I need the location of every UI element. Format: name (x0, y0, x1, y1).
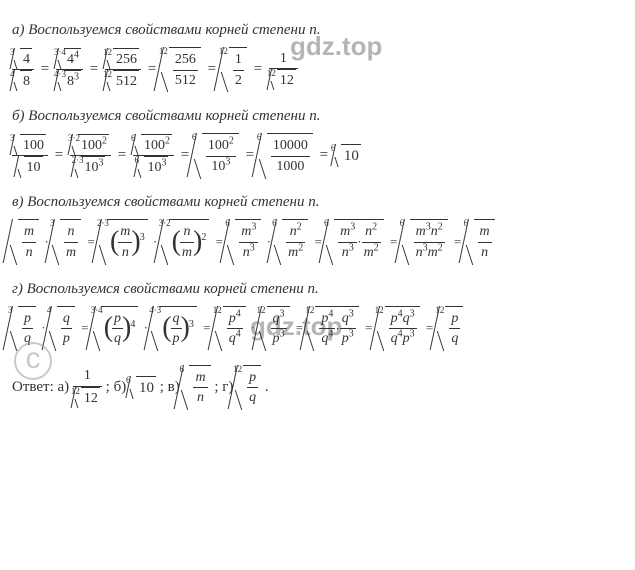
answer-line: Ответ: а) 1 1212 ; б) 610 ; в) 6mn ; г) … (12, 365, 623, 410)
section-a-label: а) Воспользуемся свойствами корней степе… (12, 20, 623, 41)
formula-b: 3100 10 = 3·21002 2·3103 = 61002 6103 = … (12, 133, 623, 178)
formula-a: 34 48 = 3·444 4·383 = 12256 12512 = 1225… (12, 47, 623, 92)
copyright-icon: c (14, 342, 52, 380)
section-g-label: г) Воспользуемся свойствами корней степе… (12, 279, 623, 300)
formula-g: 3pq · 4qp = 3·4(pq)4 · 4·3(qp)3 = 12p4q4… (12, 306, 623, 351)
formula-v: mn · 3nm = 2·3(mn)3 · 3·2(nm)2 = 6m3n3 ·… (12, 219, 623, 264)
section-v-label: в) Воспользуемся свойствами корней степе… (12, 192, 623, 213)
section-b-label: б) Воспользуемся свойствами корней степе… (12, 106, 623, 127)
